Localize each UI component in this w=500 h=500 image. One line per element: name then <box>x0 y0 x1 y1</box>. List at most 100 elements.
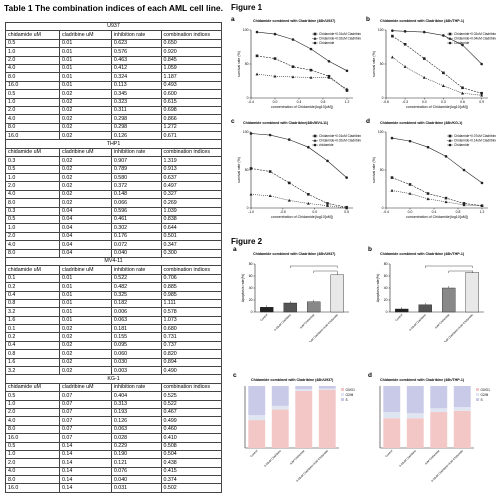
x-tick-label: -0.4 <box>248 100 254 104</box>
table-cell: 0.5 <box>5 214 60 225</box>
table-cell: 1.0 <box>5 399 60 409</box>
stack-segment <box>453 407 471 411</box>
table-cell: 0.02 <box>59 365 112 376</box>
data-point <box>306 201 310 205</box>
significance-bracket <box>448 270 473 273</box>
data-point <box>249 132 253 135</box>
table-row: 1.0 0.04 0.302 0.644 <box>5 223 222 233</box>
survival-curve-chart: 0 50 100 -0.4 0.0 0.4 0.8 1.2 survival rate (%) c… <box>237 28 361 109</box>
table-cell: 0.14 <box>59 466 112 477</box>
stack-segment <box>430 386 448 409</box>
table-cell: 4.0 <box>5 240 60 250</box>
table-cell: 0.501 <box>160 231 222 242</box>
x-tick-label: 0.0 <box>422 100 427 104</box>
panel-label: d <box>366 118 370 125</box>
table-cell: 0.412 <box>110 63 162 74</box>
x-tick-label: 0.0 <box>312 210 317 214</box>
data-point <box>480 181 484 185</box>
data-point <box>480 204 484 207</box>
column-header-row: chidamide uM cladribine uM inhibition rate… <box>5 30 222 40</box>
data-point <box>422 76 426 79</box>
data-point <box>442 34 445 37</box>
table-cell: 4.0 <box>5 189 60 200</box>
data-point <box>480 93 484 97</box>
legend-label: G2/M <box>346 393 354 397</box>
table-cell: 0.3 <box>5 156 60 166</box>
column-header: cladribine uM <box>59 30 112 40</box>
table-cell: 0.913 <box>160 164 222 175</box>
y-tick-label: 0 <box>251 310 253 314</box>
table-cell: 8.0 <box>5 72 60 82</box>
table-cell: chidamide uM <box>5 382 60 393</box>
table-cell: 0.155 <box>110 332 162 342</box>
data-point <box>480 62 483 66</box>
table-cell: 0.02 <box>59 164 112 175</box>
data-point <box>326 159 329 163</box>
table-cell: 0.182 <box>110 298 162 309</box>
table-cell: 0.1 <box>5 273 60 284</box>
table-cell: 0.01 <box>59 315 112 326</box>
table-cell: 0.04 <box>59 240 112 250</box>
y-tick-label: 0 <box>382 206 384 210</box>
table-cell: 0.02 <box>59 173 112 183</box>
column-header: cladribine uM <box>59 147 112 158</box>
y-tick-label: 40 <box>249 286 253 290</box>
fig2-panel-b: b Chidamide combined with Cladribine (48… <box>366 246 496 342</box>
table-cell: 0.845 <box>160 55 222 65</box>
stack-segment <box>453 386 471 408</box>
table-row: 1.0 0.01 0.576 0.920 <box>5 47 222 57</box>
series-1 <box>390 188 484 207</box>
table-row: 8.0 0.14 0.040 0.374 <box>5 475 222 485</box>
table-row: 3.2 0.02 0.003 0.490 <box>5 365 222 376</box>
panel-label: a <box>231 16 235 23</box>
table-cell: 0.372 <box>110 181 162 191</box>
survival-curve-chart: 0 50 100 -1.0 -0.5 0.0 0.5 survival rate (%) con… <box>237 130 361 219</box>
table-cell: 0.01 <box>59 63 112 74</box>
table-cell: 0.01 <box>59 80 112 91</box>
table-cell: 0.04 <box>59 231 112 242</box>
x-tick-label: 0.5 <box>344 210 349 214</box>
table-row: 4.0 0.02 0.298 0.866 <box>5 114 222 124</box>
panel-title: Chidamide combined with Cladribine (48h/… <box>380 121 463 125</box>
table-cell: 0.482 <box>110 282 162 292</box>
table-cell: 0.076 <box>110 466 162 477</box>
series-1 <box>249 192 349 210</box>
table-cell: 0.113 <box>110 80 162 91</box>
legend-label: Chidamide+0.07uM Cladribine <box>454 134 496 138</box>
table-row: 16.0 0.07 0.028 0.410 <box>5 433 222 443</box>
series-2 <box>255 30 349 73</box>
table-cell: 0.5 <box>5 38 60 49</box>
stack-segment <box>453 410 471 448</box>
table-cell: 0.885 <box>160 282 222 292</box>
table-row: 4.0 0.02 0.148 0.327 <box>5 189 222 200</box>
table-cell: 0.298 <box>110 122 162 133</box>
table-cell: 0.504 <box>160 449 222 460</box>
table-cell: 0.4 <box>5 290 60 300</box>
series-line <box>250 133 347 178</box>
data-point <box>273 32 277 36</box>
legend-label: Chidamide+0.02uM Cladribine <box>319 37 361 41</box>
table-row: chidamide uM cladribine uM inhibition rate… <box>5 382 222 393</box>
panel-title: Chidamide combined with Cladribine (48h/… <box>251 378 334 382</box>
legend-label: Chidamide+0.04uM Cladribine <box>454 37 496 41</box>
table-cell: 0.650 <box>160 38 222 49</box>
legend-label: G2/M <box>481 393 489 397</box>
legend-label: Chidamide+0.01uM Cladribine <box>319 134 361 138</box>
table-cell: 0.461 <box>110 214 162 225</box>
series-line <box>256 55 348 91</box>
table-title: Table 1 The combination indices of each … <box>4 3 223 13</box>
table-cell: 0.01 <box>59 38 112 49</box>
data-point <box>291 65 295 69</box>
data-point <box>422 30 426 34</box>
column-header: combination indices <box>160 265 222 275</box>
series-line <box>391 177 483 207</box>
table-row: 2.0 0.07 0.193 0.467 <box>5 407 222 418</box>
series-0 <box>255 54 349 92</box>
legend-swatch <box>476 398 479 401</box>
x-tick-label: 4uM Chidamide <box>299 313 316 330</box>
table-cell: 0.311 <box>110 105 162 116</box>
figure2-title: Figure 2 <box>231 237 263 246</box>
table-cell: 1.0 <box>5 173 60 183</box>
table-cell: 0.01 <box>59 72 112 82</box>
